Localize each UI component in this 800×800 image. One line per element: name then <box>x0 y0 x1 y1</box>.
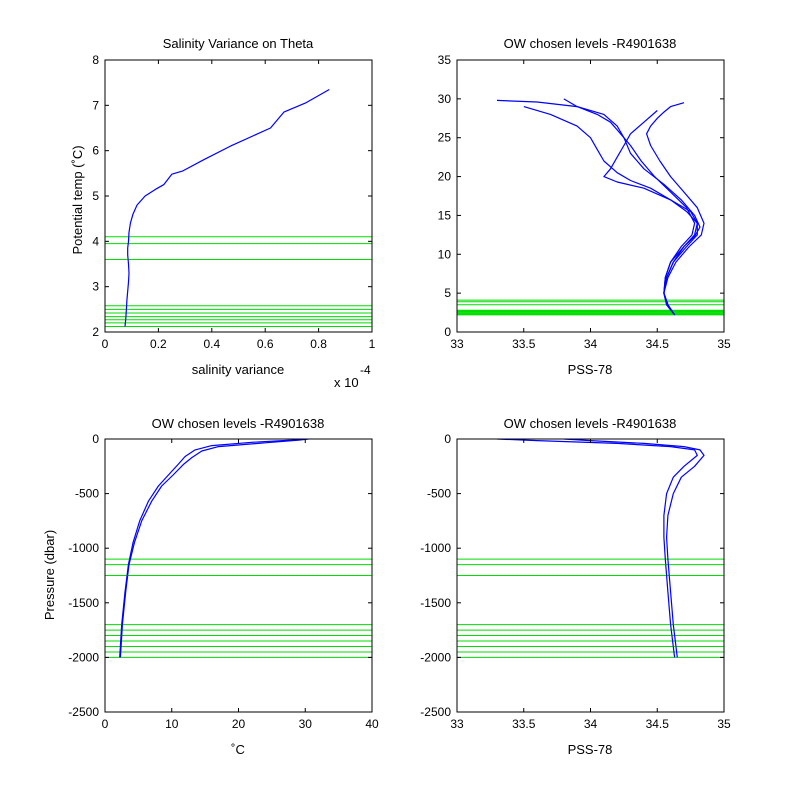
y-tick-label: 25 <box>438 131 452 145</box>
y-tick-label: 3 <box>92 280 99 294</box>
series-line <box>124 88 330 327</box>
y-tick-label: -500 <box>427 487 451 501</box>
panel-salinity-pressure: OW chosen levels -R4901638 PSS-78 33 33.5… <box>420 416 731 757</box>
x-tick-label: 10 <box>165 717 179 731</box>
x-tick-label: 34 <box>584 717 598 731</box>
y-tick-label: 0 <box>444 432 451 446</box>
x-scale-exponent: -4 <box>360 363 371 377</box>
x-tick-label: 20 <box>232 717 246 731</box>
y-tick-label: -2000 <box>68 650 99 664</box>
y-tick-label: 15 <box>438 208 452 222</box>
x-tick-label: 34 <box>584 337 598 351</box>
x-tick-label: 34.5 <box>646 717 670 731</box>
x-tick-label: 0 <box>102 717 109 731</box>
y-tick-label: 0 <box>444 325 451 339</box>
y-tick-label: -2500 <box>420 705 451 719</box>
series-line <box>563 439 705 658</box>
x-tick-label: 35 <box>717 717 731 731</box>
y-tick-label: -1500 <box>68 596 99 610</box>
axes-salinity-pressure: 33 33.5 34 34.5 35 0 -500 -1000 -1500 -2000 -2500 <box>420 432 731 731</box>
y-axis-label: Pressure (dbar) <box>42 530 57 620</box>
x-tick-label: 33.5 <box>512 337 536 351</box>
y-tick-label: -500 <box>75 487 99 501</box>
series-line <box>496 439 698 658</box>
panel-temperature-pressure: OW chosen levels -R4901638 ˚C Pressure (… <box>42 416 379 757</box>
x-axis-label: ˚C <box>231 742 245 757</box>
y-tick-label: -1000 <box>68 541 99 555</box>
y-tick-label: 10 <box>438 247 452 261</box>
panel-salinity-variance: Salinity Variance on Theta salinity vari… <box>70 36 376 390</box>
panel-title: OW chosen levels -R4901638 <box>504 416 677 431</box>
series-line <box>603 110 698 316</box>
y-tick-label: 20 <box>438 170 452 184</box>
series-line <box>563 98 696 316</box>
y-axis-label: Potential temp (˚C) <box>70 145 85 254</box>
y-tick-label: -1000 <box>420 541 451 555</box>
axes-salinity-variance: 0 0.2 0.4 0.6 0.8 1 2 3 4 5 6 7 8 <box>92 53 375 351</box>
x-axis-label: PSS-78 <box>568 742 613 757</box>
y-tick-label: 8 <box>92 53 99 67</box>
y-tick-label: -2000 <box>420 650 451 664</box>
x-tick-label: 40 <box>365 717 379 731</box>
x-tick-label: 35 <box>717 337 731 351</box>
y-tick-label: 5 <box>444 286 451 300</box>
axes-salinity-theta: 33 33.5 34 34.5 35 0 5 10 15 20 25 30 35 <box>438 53 731 351</box>
x-tick-label: 0.8 <box>310 337 327 351</box>
x-scale-multiplier: x 10 <box>334 375 359 390</box>
y-tick-label: 5 <box>92 189 99 203</box>
x-tick-label: 0.4 <box>203 337 220 351</box>
x-tick-label: 33.5 <box>512 717 536 731</box>
y-tick-label: -2500 <box>68 705 99 719</box>
panel-title: OW chosen levels -R4901638 <box>504 36 677 51</box>
x-axis-label: PSS-78 <box>568 362 613 377</box>
x-tick-label: 33 <box>450 337 464 351</box>
y-tick-label: 4 <box>92 234 99 248</box>
y-tick-label: -1500 <box>420 596 451 610</box>
y-tick-label: 2 <box>92 325 99 339</box>
x-axis-label: salinity variance <box>192 362 285 377</box>
y-tick-label: 7 <box>92 98 99 112</box>
x-tick-label: 0.6 <box>257 337 274 351</box>
x-tick-label: 1 <box>369 337 376 351</box>
series-line <box>119 439 309 658</box>
y-tick-label: 30 <box>438 92 452 106</box>
series-line <box>119 439 306 658</box>
x-tick-label: 33 <box>450 717 464 731</box>
series-line <box>645 102 705 316</box>
x-tick-label: 34.5 <box>646 337 670 351</box>
panel-salinity-theta: OW chosen levels -R4901638 PSS-78 33 33.5… <box>438 36 731 377</box>
panel-title: OW chosen levels -R4901638 <box>152 416 325 431</box>
panel-title: Salinity Variance on Theta <box>163 36 314 51</box>
x-tick-label: 0.2 <box>150 337 167 351</box>
x-tick-label: 0 <box>102 337 109 351</box>
x-tick-label: 30 <box>299 717 313 731</box>
axes-temperature-pressure: 0 10 20 30 40 0 -500 -1000 -1500 -2000 -2500 <box>68 432 379 731</box>
y-tick-label: 35 <box>438 53 452 67</box>
y-tick-label: 0 <box>92 432 99 446</box>
y-tick-label: 6 <box>92 144 99 158</box>
